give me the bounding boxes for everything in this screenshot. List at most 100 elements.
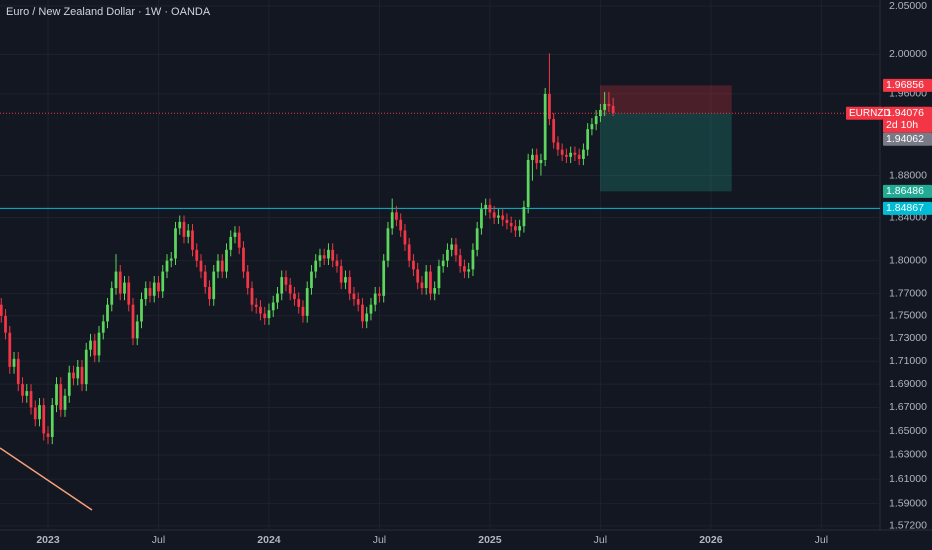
candle-body: [72, 372, 75, 379]
target-zone: [599, 113, 732, 192]
candle-body: [412, 260, 415, 270]
axes: 2.050002.000001.960001.880001.840001.800…: [36, 0, 932, 546]
candle-body: [16, 358, 20, 385]
candle-body: [233, 232, 237, 237]
candle-body: [127, 282, 131, 305]
candle-body: [195, 249, 199, 261]
x-tick-label: Jul: [373, 534, 386, 546]
candle-body: [352, 293, 356, 300]
candle-body: [390, 212, 394, 229]
candle-body: [607, 103, 611, 106]
stop-price-label: 1.96856: [886, 79, 924, 91]
candle-body: [509, 222, 513, 227]
candle-body: [539, 159, 543, 164]
candle-body: [46, 433, 50, 438]
candle-body: [110, 288, 114, 305]
candle-body: [463, 266, 466, 272]
candle-body: [586, 129, 590, 150]
candle-body: [314, 260, 318, 272]
candle-body: [89, 340, 92, 350]
candle-body: [386, 228, 390, 261]
candle-body: [582, 149, 585, 159]
candle-body: [450, 244, 454, 250]
y-tick-label: 1.73000: [889, 332, 927, 344]
candle-body: [594, 116, 598, 125]
candle-body: [611, 105, 615, 113]
candle-body: [169, 258, 173, 261]
target-price-label: 1.86486: [886, 185, 924, 197]
candle-body: [178, 221, 182, 229]
candle-body: [161, 271, 165, 292]
candle-body: [441, 260, 445, 267]
countdown-label: 2d 10h: [886, 119, 918, 131]
y-tick-label: 1.80000: [889, 254, 927, 266]
candle-body: [0, 304, 3, 316]
candle-body: [140, 299, 143, 322]
last-price-label-box: [883, 106, 932, 133]
candle-body: [242, 247, 245, 272]
candle-body: [356, 299, 360, 305]
y-tick-label: 1.59000: [889, 497, 927, 509]
candle-body: [59, 384, 63, 410]
candle-body: [271, 302, 275, 311]
symbol-box: [846, 106, 883, 120]
candle-body: [288, 284, 292, 294]
candle-body: [514, 226, 517, 231]
candle-body: [565, 154, 568, 157]
candle-body: [501, 215, 505, 220]
candle-body: [424, 271, 428, 289]
candle-body: [254, 304, 258, 307]
candle-body: [497, 215, 500, 218]
candle-body: [263, 313, 267, 319]
candle-body: [526, 159, 530, 208]
line-price-label-box: [883, 201, 932, 215]
candle-body: [276, 293, 279, 303]
candle-body: [4, 315, 7, 333]
x-tick-label: 2024: [257, 534, 281, 546]
y-tick-label: 1.75000: [889, 310, 927, 322]
candle-body: [157, 282, 160, 292]
candle-body: [50, 405, 54, 438]
candle-body: [246, 271, 250, 289]
x-tick-label: 2026: [699, 534, 723, 546]
candle-body: [369, 304, 373, 314]
candle-body: [220, 260, 224, 272]
candle-body: [135, 321, 139, 339]
candle-body: [118, 271, 122, 294]
candle-body: [318, 255, 322, 261]
candle-body: [123, 282, 126, 294]
y-tick-label: 1.63000: [889, 449, 927, 461]
candle-body: [186, 230, 190, 237]
candle-body: [480, 209, 483, 229]
candle-body: [577, 154, 581, 159]
candle-body: [182, 221, 186, 237]
candle-body: [29, 391, 33, 408]
candle-body: [437, 266, 441, 289]
candle-body: [446, 249, 449, 261]
candle-body: [429, 271, 432, 294]
candle-body: [416, 269, 420, 283]
candle-body: [297, 299, 301, 307]
y-tick-label: 1.65000: [889, 425, 927, 437]
candle-body: [603, 103, 607, 110]
bid-price-label: 1.94062: [886, 133, 924, 145]
candle-body: [208, 286, 211, 300]
candle-body: [552, 119, 556, 143]
candle-body: [101, 321, 105, 333]
candle-body: [144, 288, 148, 300]
candle-body: [310, 271, 313, 289]
candle-body: [475, 228, 479, 250]
candle-body: [148, 288, 152, 296]
candle-body: [361, 304, 364, 322]
bid-price-label-box: [883, 132, 932, 146]
candle-body: [63, 395, 67, 410]
x-tick-label: Jul: [152, 534, 165, 546]
line-price-label: 1.84867: [886, 202, 924, 214]
x-tick-label: 2025: [478, 534, 502, 546]
candle-body: [467, 269, 471, 272]
target-price-label-box: [883, 184, 932, 198]
candle-body: [518, 226, 522, 231]
candle-body: [339, 266, 343, 283]
